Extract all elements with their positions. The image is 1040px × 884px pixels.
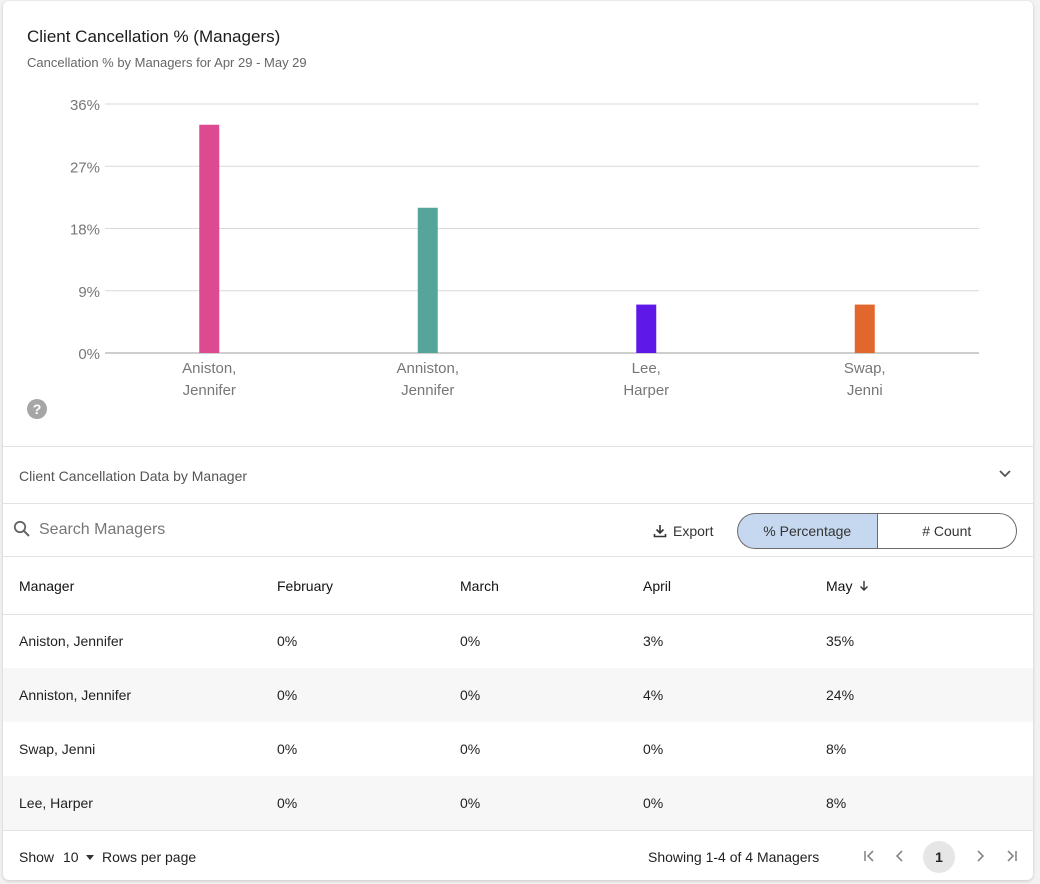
pagination-summary: Showing 1-4 of 4 Managers — [648, 849, 820, 865]
x-tick-label: Anniston, Jennifer — [396, 360, 459, 399]
count-toggle-button[interactable]: # Count — [876, 513, 1017, 549]
cell-may: 24% — [810, 668, 1033, 722]
first-page-icon[interactable] — [858, 845, 880, 867]
rows-per-page-label: Rows per page — [102, 849, 197, 865]
column-header-may[interactable]: May — [810, 558, 1033, 615]
caret-down-icon[interactable] — [86, 855, 94, 860]
cell-manager: Swap, Jenni — [19, 741, 96, 757]
y-tick-label: 36% — [70, 97, 100, 114]
cell-may: 35% — [826, 633, 855, 650]
cell-april: 4% — [627, 668, 810, 722]
sort-arrow-down-icon — [860, 580, 869, 591]
search-icon — [13, 520, 30, 537]
last-page-icon[interactable] — [1001, 845, 1023, 867]
cell-march: 0% — [460, 633, 481, 650]
table-header-row: Manager February March April May — [3, 558, 1033, 615]
previous-page-icon[interactable] — [889, 845, 911, 867]
chevron-down-icon[interactable] — [997, 466, 1013, 482]
column-header-april[interactable]: April — [627, 558, 810, 615]
show-label: Show — [19, 849, 55, 865]
y-tick-label: 9% — [78, 284, 100, 301]
data-section-header[interactable]: Client Cancellation Data by Manager — [3, 446, 1033, 504]
cell-april: 0% — [643, 741, 664, 757]
bar — [417, 207, 438, 353]
report-card: 0% 9% 18% 27% 36% Aniston, Jennifer Anniston, Je… — [3, 1, 1033, 880]
cell-april: 3% — [643, 633, 664, 650]
bar — [636, 304, 657, 353]
table-row: Anniston, Jennifer 0% 0% 4% 24% — [3, 668, 1033, 722]
column-header-may-label: May — [826, 577, 853, 594]
y-tick-label: 27% — [70, 159, 100, 176]
view-toggle: % Percentage # Count — [737, 513, 1017, 549]
section-title: Client Cancellation Data by Manager — [19, 468, 248, 484]
table-row: Aniston, Jennifer 0% 0% 3% 35% — [3, 614, 1033, 668]
cell-manager: Anniston, Jennifer — [3, 668, 261, 722]
next-page-icon[interactable] — [969, 845, 991, 867]
table-toolbar: Export % Percentage # Count — [3, 504, 1033, 557]
x-tick-label: Lee, Harper — [623, 360, 669, 399]
chart-title: Client Cancellation % (Managers) — [27, 27, 281, 46]
export-label: Export — [673, 523, 714, 539]
current-page-button[interactable]: 1 — [923, 841, 955, 873]
download-icon — [653, 525, 667, 538]
cell-march: 0% — [444, 776, 627, 830]
export-button[interactable]: Export — [653, 520, 713, 542]
y-tick-label: 0% — [78, 346, 100, 363]
chart-subtitle: Cancellation % by Managers for Apr 29 - … — [27, 55, 307, 70]
rows-per-page-select[interactable]: 10 — [63, 849, 79, 865]
cell-manager: Lee, Harper — [3, 776, 261, 830]
cell-february: 0% — [261, 668, 444, 722]
cell-manager: Aniston, Jennifer — [19, 633, 124, 650]
table-footer: Show 10 Rows per page Showing 1-4 of 4 M… — [3, 830, 1033, 880]
cell-february: 0% — [277, 633, 298, 650]
help-icon[interactable]: ? — [27, 399, 47, 419]
y-tick-label: 18% — [70, 222, 100, 239]
cell-february: 0% — [277, 741, 298, 757]
bar-chart: 0% 9% 18% 27% 36% Aniston, Jennifer Anniston, Je… — [70, 97, 979, 399]
bar — [199, 124, 220, 353]
cell-february: 0% — [261, 776, 444, 830]
bar — [854, 304, 875, 353]
column-header-february[interactable]: February — [261, 558, 444, 615]
x-tick-label: Swap, Jenni — [844, 360, 886, 399]
column-header-march[interactable]: March — [444, 558, 627, 615]
percentage-toggle-button[interactable]: % Percentage — [737, 513, 877, 549]
manager-table: Manager February March April May Aniston… — [3, 558, 1033, 830]
table-row: Swap, Jenni 0% 0% 0% 8% — [3, 722, 1033, 776]
cell-april: 0% — [627, 776, 810, 830]
search-input[interactable] — [37, 517, 337, 543]
table-row: Lee, Harper 0% 0% 0% 8% — [3, 776, 1033, 830]
cell-may: 8% — [826, 741, 847, 757]
cell-may: 8% — [810, 776, 1033, 830]
x-tick-label: Aniston, Jennifer — [182, 360, 236, 399]
cell-march: 0% — [444, 668, 627, 722]
column-header-manager[interactable]: Manager — [3, 558, 261, 615]
cell-march: 0% — [460, 741, 481, 757]
